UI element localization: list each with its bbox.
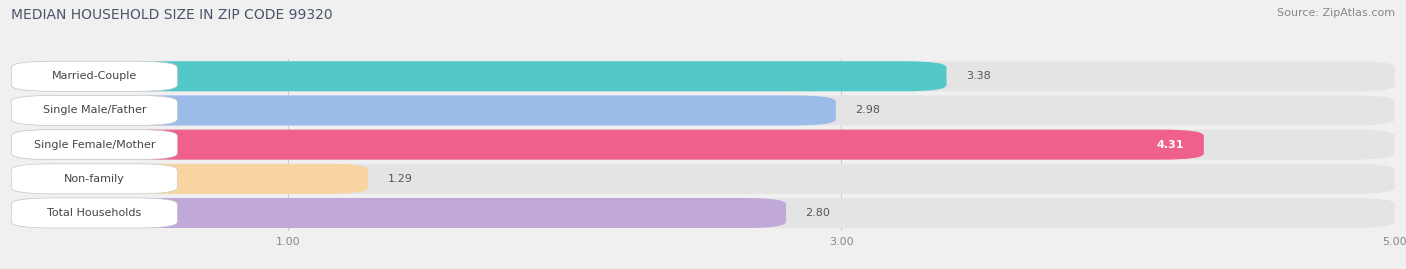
Text: MEDIAN HOUSEHOLD SIZE IN ZIP CODE 99320: MEDIAN HOUSEHOLD SIZE IN ZIP CODE 99320 <box>11 8 333 22</box>
Text: 1.29: 1.29 <box>388 174 412 184</box>
Text: Married-Couple: Married-Couple <box>52 71 136 81</box>
Text: Single Male/Father: Single Male/Father <box>42 105 146 115</box>
Text: 3.38: 3.38 <box>966 71 991 81</box>
Text: 4.31: 4.31 <box>1157 140 1184 150</box>
FancyBboxPatch shape <box>11 130 177 160</box>
FancyBboxPatch shape <box>11 61 946 91</box>
FancyBboxPatch shape <box>11 61 1395 91</box>
Text: 2.80: 2.80 <box>806 208 831 218</box>
FancyBboxPatch shape <box>11 164 1395 194</box>
FancyBboxPatch shape <box>11 61 177 91</box>
Text: 2.98: 2.98 <box>855 105 880 115</box>
FancyBboxPatch shape <box>11 164 177 194</box>
FancyBboxPatch shape <box>11 130 1395 160</box>
Text: Source: ZipAtlas.com: Source: ZipAtlas.com <box>1277 8 1395 18</box>
FancyBboxPatch shape <box>11 130 1204 160</box>
FancyBboxPatch shape <box>11 198 1395 228</box>
FancyBboxPatch shape <box>11 95 835 125</box>
FancyBboxPatch shape <box>11 95 177 125</box>
Text: Non-family: Non-family <box>63 174 125 184</box>
Text: Single Female/Mother: Single Female/Mother <box>34 140 155 150</box>
FancyBboxPatch shape <box>11 95 1395 125</box>
FancyBboxPatch shape <box>11 198 177 228</box>
Text: Total Households: Total Households <box>48 208 142 218</box>
FancyBboxPatch shape <box>11 198 786 228</box>
FancyBboxPatch shape <box>11 164 368 194</box>
